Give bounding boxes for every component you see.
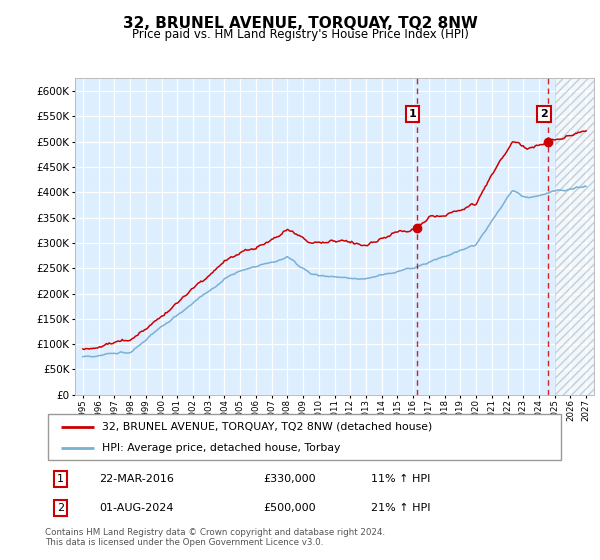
FancyBboxPatch shape [48,414,561,460]
Text: £500,000: £500,000 [263,503,316,513]
Text: Contains HM Land Registry data © Crown copyright and database right 2024.
This d: Contains HM Land Registry data © Crown c… [45,528,385,547]
Text: 21% ↑ HPI: 21% ↑ HPI [371,503,431,513]
Text: 11% ↑ HPI: 11% ↑ HPI [371,474,431,484]
Text: 32, BRUNEL AVENUE, TORQUAY, TQ2 8NW: 32, BRUNEL AVENUE, TORQUAY, TQ2 8NW [122,16,478,31]
Text: 2: 2 [540,109,548,119]
Text: 1: 1 [58,474,64,484]
Text: 32, BRUNEL AVENUE, TORQUAY, TQ2 8NW (detached house): 32, BRUNEL AVENUE, TORQUAY, TQ2 8NW (det… [102,422,432,432]
Text: 1: 1 [409,109,416,119]
Bar [554,78,594,395]
Text: 01-AUG-2024: 01-AUG-2024 [100,503,174,513]
Text: 2: 2 [57,503,64,513]
Text: 22-MAR-2016: 22-MAR-2016 [100,474,174,484]
Text: Price paid vs. HM Land Registry's House Price Index (HPI): Price paid vs. HM Land Registry's House … [131,28,469,41]
Text: £330,000: £330,000 [263,474,316,484]
Text: HPI: Average price, detached house, Torbay: HPI: Average price, detached house, Torb… [102,443,340,453]
